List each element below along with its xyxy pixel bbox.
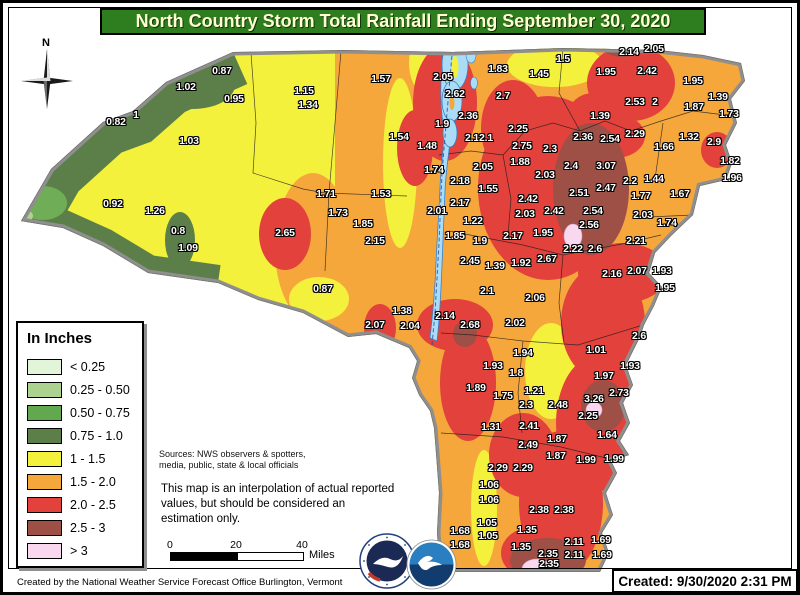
compass-north-label: N	[42, 37, 50, 49]
sources-line1: Sources: NWS observers & spotters,	[159, 449, 306, 459]
legend-item-label: 0.75 - 1.0	[70, 428, 123, 443]
disclaimer-line: This map is an interpolation of actual r…	[161, 483, 395, 495]
disclaimer-line: values, but should be considered an	[161, 498, 346, 510]
legend-swatch	[27, 519, 62, 536]
state-border-line	[431, 48, 454, 346]
legend-title: In Inches	[27, 330, 93, 347]
sources-note: Sources: NWS observers & spotters, media…	[159, 449, 344, 471]
footer-credit: Created by the National Weather Service …	[17, 577, 343, 588]
legend-item: 0.50 - 0.75	[27, 404, 142, 421]
legend-item-label: < 0.25	[70, 359, 106, 374]
legend-items: < 0.25 0.25 - 0.50 0.50 - 0.75 0.75 - 1.0 1 …	[27, 358, 142, 559]
scale-bar-graphic	[170, 552, 304, 561]
legend-item: 1.5 - 2.0	[27, 473, 142, 490]
legend-swatch	[27, 542, 62, 559]
legend-swatch	[27, 473, 62, 490]
page-title: North Country Storm Total Rainfall Endin…	[135, 11, 671, 31]
compass-rose: N	[19, 37, 75, 119]
legend-item: 0.75 - 1.0	[27, 427, 142, 444]
legend-item: < 0.25	[27, 358, 142, 375]
legend-item: > 3	[27, 542, 142, 559]
scale-bar: 0 20 40 Miles	[167, 539, 340, 565]
legend-item-label: 2.5 - 3	[70, 520, 106, 535]
scale-tick-20: 20	[230, 539, 242, 551]
heavy-rainfall-red-zone	[259, 48, 733, 572]
created-timestamp: Created: 9/30/2020 2:31 PM	[618, 573, 792, 589]
legend-swatch	[27, 404, 62, 421]
legend-item: 0.25 - 0.50	[27, 381, 142, 398]
rainfall-map	[21, 48, 745, 572]
legend-item-label: 1.5 - 2.0	[70, 474, 116, 489]
legend-swatch	[27, 381, 62, 398]
legend-swatch	[27, 496, 62, 513]
compass-star-icon	[21, 49, 73, 109]
disclaimer-note: This map is an interpolation of actual r…	[161, 482, 401, 527]
legend-item-label: 0.25 - 0.50	[70, 382, 130, 397]
scale-tick-40: 40	[296, 539, 308, 551]
legend-swatch	[27, 450, 62, 467]
scale-unit-label: Miles	[309, 549, 335, 561]
noaa-logo-icon	[406, 539, 457, 590]
sources-line2: media, public, state & local officials	[159, 460, 299, 470]
legend-swatch	[27, 358, 62, 375]
legend-item: 2.5 - 3	[27, 519, 142, 536]
legend-swatch	[27, 427, 62, 444]
disclaimer-line: estimation only.	[161, 513, 241, 525]
title-bar: North Country Storm Total Rainfall Endin…	[100, 8, 706, 35]
legend-item-label: 0.50 - 0.75	[70, 405, 130, 420]
legend-item: 1 - 1.5	[27, 450, 142, 467]
legend-item-label: > 3	[70, 543, 88, 558]
legend-item: 2.0 - 2.5	[27, 496, 142, 513]
legend-item-label: 2.0 - 2.5	[70, 497, 116, 512]
created-timestamp-box: Created: 9/30/2020 2:31 PM	[612, 569, 797, 592]
legend-item-label: 1 - 1.5	[70, 451, 106, 466]
legend: In Inches < 0.25 0.25 - 0.50 0.50 - 0.75 0.…	[16, 321, 144, 568]
county-borders	[250, 48, 726, 460]
scale-tick-0: 0	[167, 539, 173, 551]
